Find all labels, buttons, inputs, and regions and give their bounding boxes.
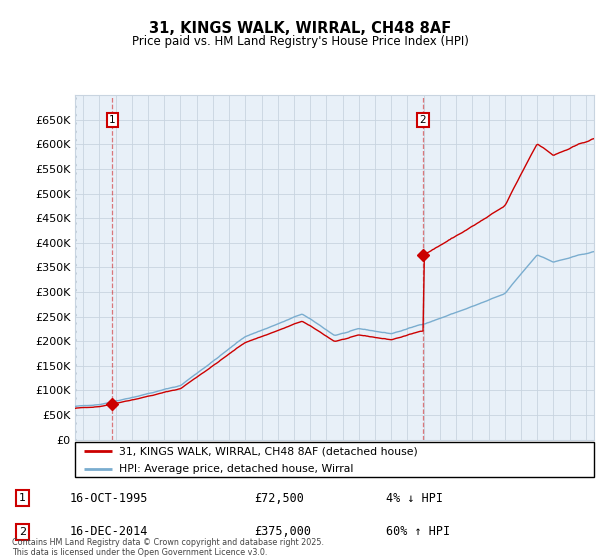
Text: 4% ↓ HPI: 4% ↓ HPI	[386, 492, 443, 505]
Text: £72,500: £72,500	[254, 492, 304, 505]
Text: 31, KINGS WALK, WIRRAL, CH48 8AF: 31, KINGS WALK, WIRRAL, CH48 8AF	[149, 21, 451, 36]
Text: HPI: Average price, detached house, Wirral: HPI: Average price, detached house, Wirr…	[119, 464, 353, 474]
FancyBboxPatch shape	[75, 442, 594, 477]
Text: 1: 1	[109, 115, 115, 125]
Text: 16-OCT-1995: 16-OCT-1995	[70, 492, 148, 505]
Text: 2: 2	[19, 527, 26, 536]
Text: 16-DEC-2014: 16-DEC-2014	[70, 525, 148, 538]
Text: 2: 2	[420, 115, 427, 125]
Text: £375,000: £375,000	[254, 525, 311, 538]
Bar	[67, 95, 77, 440]
Text: Contains HM Land Registry data © Crown copyright and database right 2025.
This d: Contains HM Land Registry data © Crown c…	[12, 538, 324, 557]
Text: 31, KINGS WALK, WIRRAL, CH48 8AF (detached house): 31, KINGS WALK, WIRRAL, CH48 8AF (detach…	[119, 446, 418, 456]
Text: 60% ↑ HPI: 60% ↑ HPI	[386, 525, 451, 538]
Text: 1: 1	[19, 493, 26, 503]
Text: Price paid vs. HM Land Registry's House Price Index (HPI): Price paid vs. HM Land Registry's House …	[131, 35, 469, 48]
